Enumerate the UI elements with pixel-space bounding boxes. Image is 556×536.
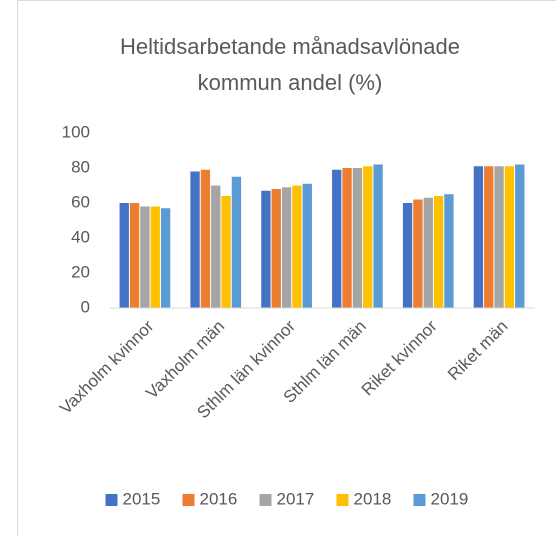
bar: [119, 203, 129, 308]
chart-title: kommun andel (%): [198, 70, 383, 95]
legend-label: 2019: [431, 489, 469, 508]
bar: [221, 196, 231, 308]
bar: [423, 197, 433, 308]
bar: [473, 166, 484, 308]
bar: [211, 185, 221, 308]
bar: [515, 164, 525, 308]
legend-label: 2017: [277, 489, 315, 508]
legend-label: 2018: [354, 489, 392, 508]
bar: [484, 166, 494, 308]
bar: [271, 189, 281, 308]
bar: [140, 206, 150, 308]
bar: [332, 169, 342, 308]
y-tick-label: 100: [62, 122, 90, 141]
bar: [402, 203, 413, 308]
legend-label: 2016: [200, 489, 238, 508]
bar: [504, 166, 515, 308]
bar: [433, 196, 444, 308]
bar: [129, 203, 140, 308]
bar: [190, 171, 200, 308]
legend-swatch: [182, 494, 195, 506]
y-tick-label: 60: [71, 192, 90, 211]
y-tick-label: 0: [81, 297, 90, 316]
bar: [352, 168, 363, 308]
bar: [150, 206, 160, 308]
bar: [231, 176, 242, 308]
bar: [281, 187, 292, 308]
bar: [363, 166, 373, 308]
bar: [444, 194, 454, 308]
bar: [342, 168, 352, 308]
y-tick-label: 80: [71, 157, 90, 176]
bar: [160, 208, 171, 308]
legend-swatch: [105, 494, 118, 506]
y-tick-label: 40: [71, 227, 90, 246]
legend-swatch: [259, 494, 272, 506]
bar: [494, 166, 504, 308]
bar: [373, 164, 383, 308]
bar: [261, 190, 271, 308]
y-tick-label: 20: [71, 262, 90, 281]
chart-title: Heltidsarbetande månadsavlönade: [120, 34, 460, 59]
bar: [292, 185, 302, 308]
legend-swatch: [413, 494, 426, 506]
bar: [413, 199, 423, 308]
legend-label: 2015: [123, 489, 161, 508]
legend-swatch: [336, 494, 349, 506]
bar: [302, 183, 312, 308]
bar: [200, 169, 211, 308]
